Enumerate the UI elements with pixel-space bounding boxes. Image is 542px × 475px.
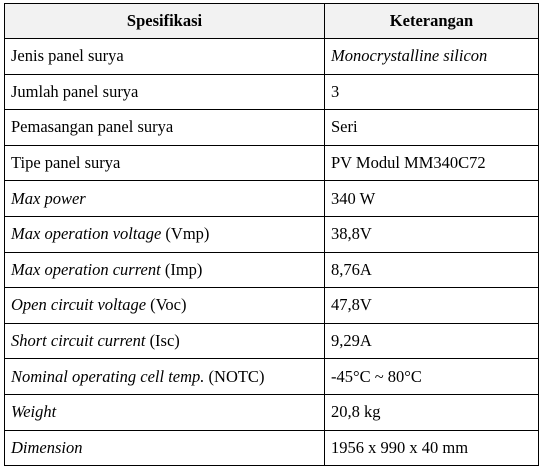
- value-cell: 20,8 kg: [324, 393, 539, 431]
- spec-cell: Weight: [4, 393, 325, 431]
- spec-italic-text: Short circuit current: [11, 331, 146, 351]
- spec-italic-text: Nominal operating cell temp.: [11, 366, 205, 386]
- spec-italic-text: Max power: [11, 188, 86, 208]
- table-header-row: Spesifikasi Keterangan: [4, 3, 539, 39]
- spec-plain-text: (Voc): [146, 295, 187, 315]
- value-cell: 3: [324, 73, 539, 111]
- table-row: Weight 20,8 kg: [4, 393, 539, 431]
- spec-table: Spesifikasi Keterangan Jenis panel surya…: [4, 3, 539, 467]
- table-row: Dimension 1956 x 990 x 40 mm: [4, 429, 539, 467]
- table-row: Jumlah panel surya 3: [4, 73, 539, 111]
- value-cell: -45°C ~ 80°C: [324, 358, 539, 395]
- table-row: Max operation current (Imp) 8,76A: [4, 251, 539, 289]
- spec-italic-text: Dimension: [11, 437, 83, 457]
- value-cell: PV Modul MM340C72: [324, 144, 539, 182]
- spec-plain-text: (Isc): [145, 331, 180, 351]
- spec-italic-text: Max operation voltage: [11, 224, 162, 244]
- spec-cell: Tipe panel surya: [4, 144, 325, 182]
- spec-plain-text: Tipe panel surya: [11, 153, 121, 173]
- value-cell: 38,8V: [324, 215, 539, 253]
- value-cell: Monocrystalline silicon: [324, 38, 539, 75]
- table-row: Short circuit current (Isc) 9,29A: [4, 322, 539, 360]
- spec-italic-text: Open circuit voltage: [11, 295, 147, 315]
- header-spesifikasi: Spesifikasi: [4, 3, 325, 39]
- spec-cell: Jumlah panel surya: [4, 73, 325, 111]
- spec-cell: Nominal operating cell temp. (NOTC): [4, 358, 325, 395]
- table-row: Tipe panel surya PV Modul MM340C72: [4, 144, 539, 182]
- table-row: Max operation voltage (Vmp) 38,8V: [4, 215, 539, 253]
- table-row: Nominal operating cell temp. (NOTC) -45°C…: [4, 358, 539, 395]
- spec-cell: Max operation current (Imp): [4, 251, 325, 289]
- spec-plain-text: Jumlah panel surya: [11, 81, 139, 101]
- value-cell: Seri: [324, 109, 539, 146]
- value-cell: 1956 x 990 x 40 mm: [324, 429, 539, 467]
- spec-italic-text: Weight: [11, 402, 57, 422]
- spec-cell: Short circuit current (Isc): [4, 322, 325, 360]
- spec-cell: Max operation voltage (Vmp): [4, 215, 325, 253]
- spec-cell: Jenis panel surya: [4, 38, 325, 75]
- table-row: Jenis panel surya Monocrystalline silicon: [4, 38, 539, 75]
- value-cell: 8,76A: [324, 251, 539, 289]
- spec-cell: Open circuit voltage (Voc): [4, 287, 325, 324]
- table-row: Open circuit voltage (Voc) 47,8V: [4, 287, 539, 324]
- value-cell: 47,8V: [324, 287, 539, 324]
- value-cell: 9,29A: [324, 322, 539, 360]
- spec-cell: Dimension: [4, 429, 325, 467]
- table-row: Pemasangan panel surya Seri: [4, 109, 539, 146]
- spec-plain-text: (NOTC): [204, 366, 265, 386]
- spec-plain-text: (Vmp): [161, 224, 210, 244]
- spec-italic-text: Max operation current: [11, 259, 161, 279]
- value-cell: 340 W: [324, 180, 539, 217]
- header-keterangan: Keterangan: [324, 3, 539, 39]
- spec-plain-text: (Imp): [160, 259, 203, 279]
- spec-cell: Pemasangan panel surya: [4, 109, 325, 146]
- table-row: Max power 340 W: [4, 180, 539, 217]
- spec-plain-text: Jenis panel surya: [11, 46, 124, 66]
- spec-plain-text: Pemasangan panel surya: [11, 117, 174, 137]
- spec-cell: Max power: [4, 180, 325, 217]
